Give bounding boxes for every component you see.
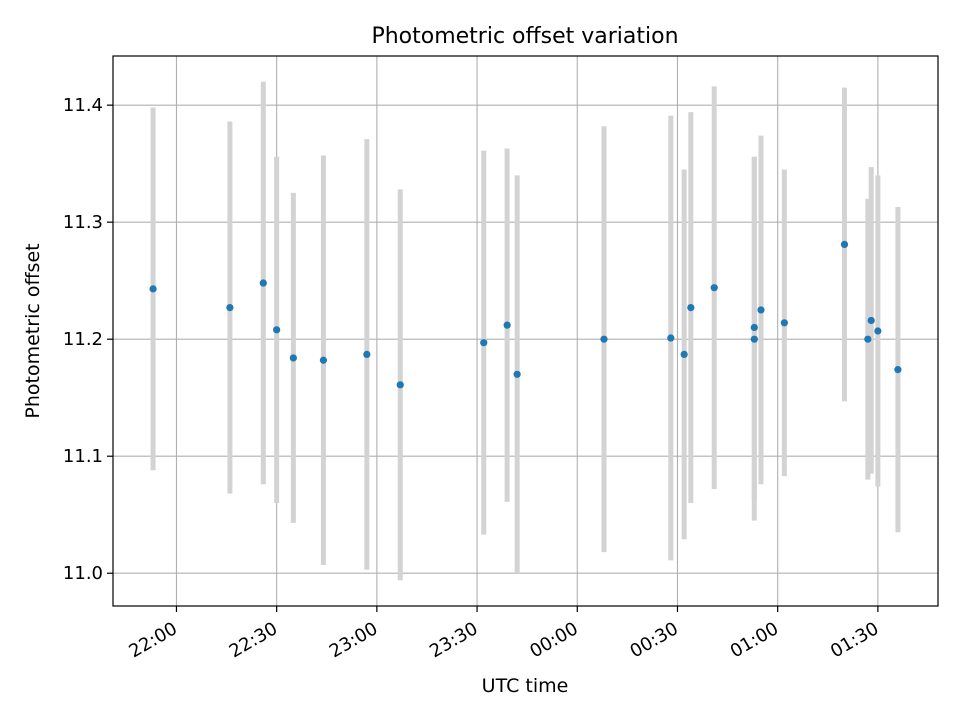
data-point: [867, 316, 875, 325]
data-point: [226, 303, 234, 312]
data-point: [687, 303, 695, 312]
data-point: [273, 326, 281, 334]
data-point: [750, 323, 758, 332]
y-tick-label: 11.2: [63, 329, 103, 350]
data-point: [780, 319, 788, 327]
data-point: [667, 334, 675, 342]
y-tick-label: 11.1: [63, 446, 103, 467]
data-points: [149, 240, 902, 389]
data-point: [363, 350, 371, 359]
data-point: [864, 335, 872, 343]
y-tick-label: 11.4: [63, 95, 103, 116]
data-point: [259, 279, 267, 287]
data-point: [503, 321, 511, 329]
y-axis: 11.0 11.1 11.2 11.3 11.4: [63, 95, 113, 584]
y-axis-label: Photometric offset: [22, 243, 44, 418]
x-axis-label: UTC time: [482, 675, 569, 697]
y-tick-label: 11.0: [63, 563, 103, 584]
plot-area: [113, 56, 938, 606]
data-point: [149, 285, 157, 293]
chart-title: Photometric offset variation: [371, 24, 678, 49]
data-point: [874, 327, 882, 335]
y-tick-label: 11.3: [63, 212, 103, 233]
plot-frame: [112, 55, 939, 607]
data-point: [396, 381, 404, 389]
data-point: [600, 335, 608, 343]
data-point: [680, 350, 688, 359]
data-point: [319, 356, 328, 364]
data-point: [750, 335, 758, 343]
data-point: [513, 370, 521, 378]
data-point: [480, 339, 488, 347]
data-point: [757, 306, 765, 314]
data-point: [840, 240, 849, 249]
data-point: [710, 284, 718, 292]
data-point: [289, 354, 297, 362]
data-point: [894, 366, 902, 374]
